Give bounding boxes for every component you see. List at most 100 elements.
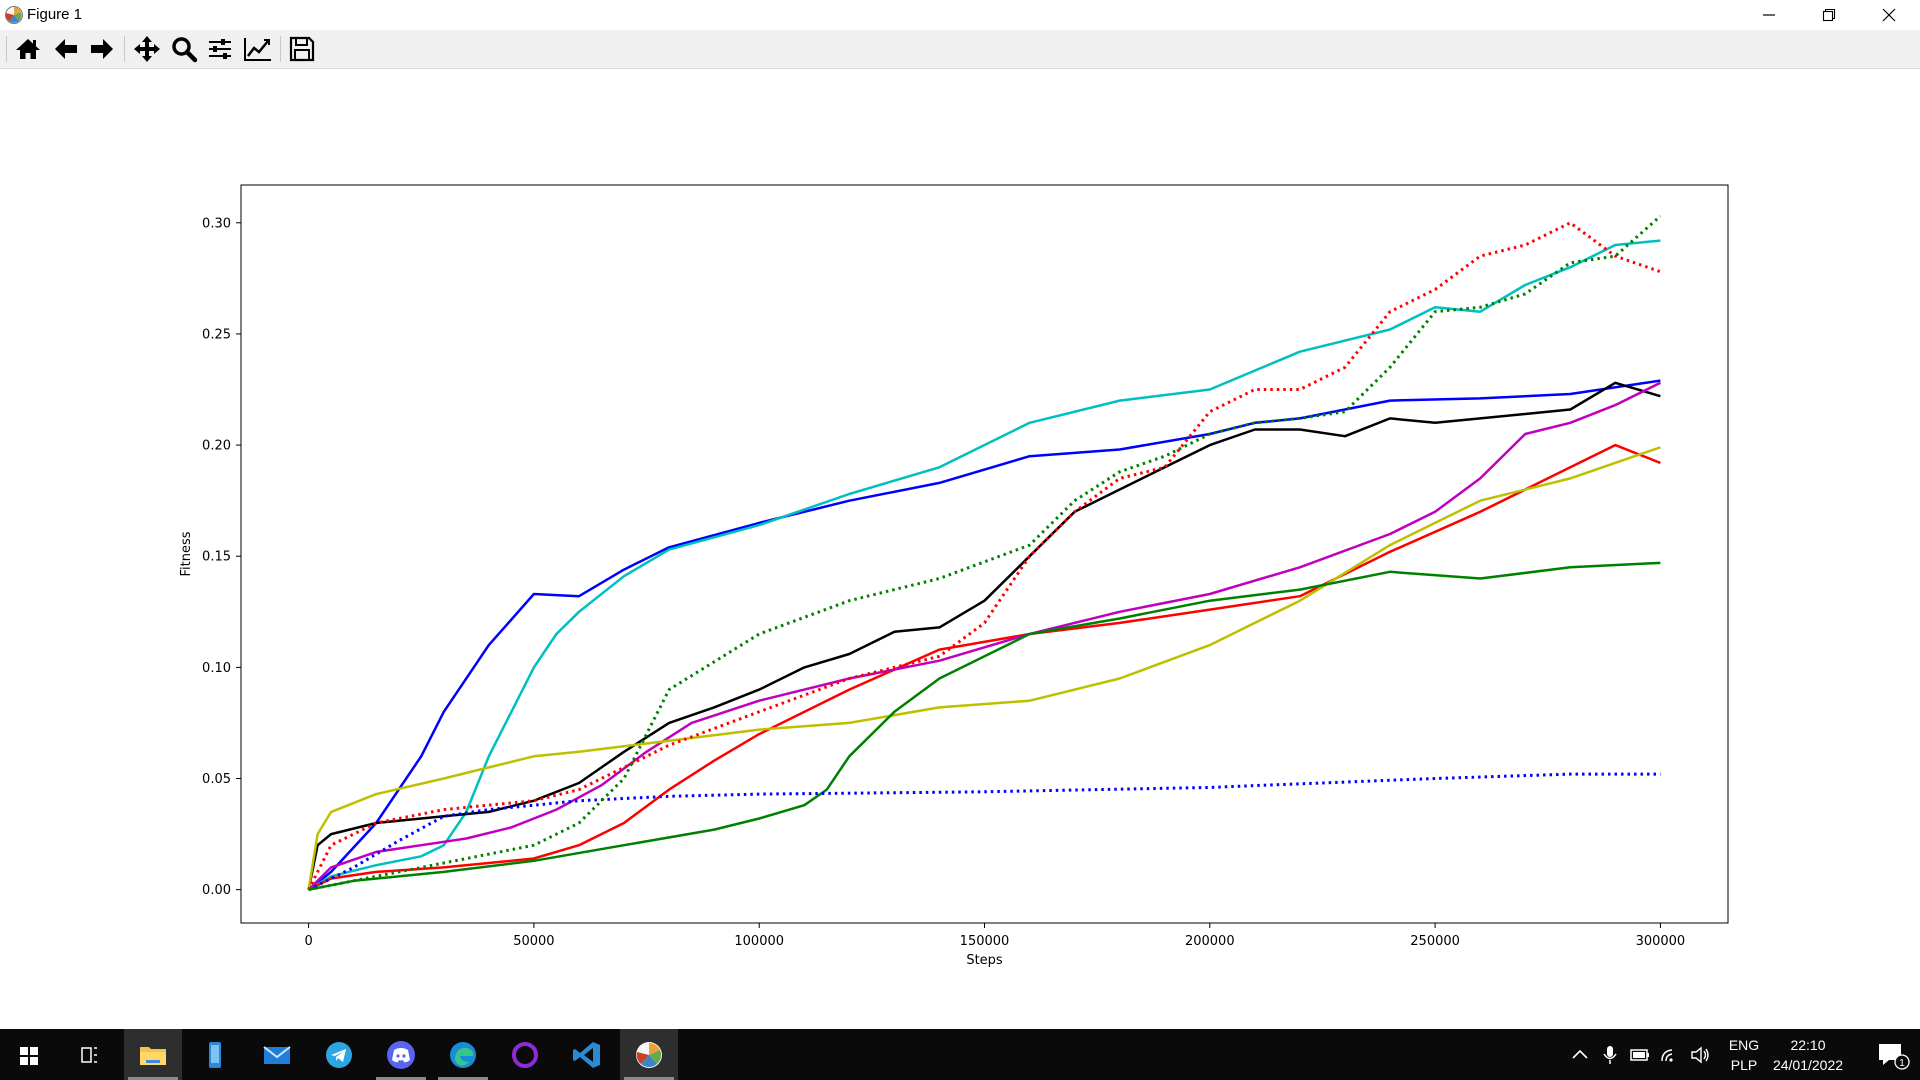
system-clock[interactable]: 22:10 24/01/2022 [1766, 1029, 1850, 1080]
file-explorer-icon [140, 1047, 166, 1065]
taskbar-cortana[interactable] [496, 1029, 554, 1080]
figure-canvas[interactable]: 0 50000 100000 150000 200000 250000 300000 0.00… [0, 69, 1920, 1029]
telegram-icon [326, 1042, 352, 1068]
series-line-5 [307, 381, 1661, 891]
volume-tray[interactable] [1687, 1029, 1713, 1080]
chevron-up-icon [1572, 1049, 1588, 1059]
configure-subplots-button[interactable] [204, 34, 236, 64]
taskbar-telegram[interactable] [310, 1029, 368, 1080]
task-view-button[interactable] [60, 1029, 118, 1080]
series-line-9 [307, 221, 1661, 891]
windows-taskbar: ENG PLP 22:10 24/01/2022 1 [0, 1029, 1920, 1080]
series-line-6 [307, 446, 1661, 890]
clock-date: 24/01/2022 [1772, 1057, 1844, 1073]
wifi-icon [1661, 1049, 1673, 1062]
home-icon [16, 39, 40, 59]
running-indicator [128, 1077, 178, 1080]
phone-app-icon [209, 1042, 221, 1068]
task-view-icon [81, 1047, 97, 1063]
series-line-4 [308, 443, 1661, 891]
x-tick-label: 150000 [960, 934, 1010, 949]
minimize-button[interactable] [1740, 0, 1798, 30]
toolbar-separator [124, 36, 125, 62]
series-line-3 [307, 381, 1661, 890]
x-tick-label: 250000 [1410, 934, 1460, 949]
running-indicator [438, 1077, 488, 1080]
forward-icon [91, 39, 113, 59]
zoom-button[interactable] [168, 34, 200, 64]
y-tick-label: 0.10 [202, 661, 231, 676]
x-tick-label: 50000 [513, 934, 554, 949]
vscode-icon [573, 1042, 600, 1068]
taskbar-discord[interactable] [372, 1029, 430, 1080]
zoom-icon [172, 37, 198, 63]
toolbar-grip [6, 36, 7, 62]
back-icon [55, 39, 77, 59]
taskbar-mail[interactable] [248, 1029, 306, 1080]
close-icon [1882, 8, 1896, 22]
title-bar: Figure 1 [0, 0, 1920, 30]
y-tick-label: 0.00 [202, 883, 231, 898]
edit-axis-icon [244, 38, 271, 61]
pan-button[interactable] [131, 34, 163, 64]
start-button[interactable] [0, 1029, 58, 1080]
back-button[interactable] [50, 34, 82, 64]
series-line-7 [308, 561, 1661, 891]
keyboard-layout: PLP [1730, 1057, 1758, 1073]
y-axis-label: Fitness [179, 531, 194, 576]
windows-start-icon [20, 1047, 38, 1065]
configure-subplots-icon [209, 39, 231, 59]
save-button[interactable] [286, 34, 318, 64]
microphone-tray[interactable] [1597, 1029, 1623, 1080]
restore-icon [1822, 8, 1836, 22]
toolbar-separator [280, 36, 281, 62]
x-axis-label: Steps [966, 953, 1003, 968]
discord-icon [387, 1041, 415, 1069]
pan-icon [134, 36, 160, 62]
series-layer [307, 214, 1662, 892]
edge-icon [450, 1042, 476, 1068]
forward-button[interactable] [86, 34, 118, 64]
series-line-2 [307, 239, 1661, 891]
matplotlib-icon [636, 1042, 662, 1068]
taskbar-vscode[interactable] [558, 1029, 616, 1080]
notification-center-button[interactable]: 1 [1866, 1029, 1920, 1080]
y-tick-label: 0.20 [202, 439, 231, 454]
x-tick-label: 0 [304, 934, 312, 949]
clock-time: 22:10 [1790, 1037, 1826, 1053]
taskbar-edge[interactable] [434, 1029, 492, 1080]
wifi-tray[interactable] [1657, 1029, 1683, 1080]
taskbar-matplotlib[interactable] [620, 1029, 678, 1080]
plot-area: 0 50000 100000 150000 200000 250000 300000 0.00… [179, 184, 1729, 968]
edit-axis-button[interactable] [241, 34, 273, 64]
y-tick-label: 0.15 [202, 550, 231, 565]
battery-icon [1630, 1049, 1649, 1061]
x-tick-label: 100000 [734, 934, 784, 949]
x-tick-label: 200000 [1185, 934, 1235, 949]
ticks-layer: 0 50000 100000 150000 200000 250000 300000 0.00… [202, 216, 1685, 949]
notification-icon: 1 [1879, 1044, 1910, 1070]
navigation-toolbar [0, 30, 1920, 69]
speaker-icon [1691, 1046, 1709, 1064]
window-title: Figure 1 [27, 6, 83, 23]
x-tick-label: 300000 [1636, 934, 1686, 949]
y-tick-label: 0.30 [202, 216, 231, 231]
language-code: ENG [1728, 1037, 1760, 1053]
matplotlib-app-icon [5, 6, 23, 24]
show-hidden-icons-button[interactable] [1567, 1029, 1593, 1080]
series-line-8 [307, 772, 1661, 892]
running-indicator [624, 1077, 674, 1080]
input-language-indicator[interactable]: ENG PLP [1722, 1029, 1766, 1080]
microphone-icon [1603, 1046, 1617, 1064]
y-tick-label: 0.05 [202, 772, 231, 787]
home-button[interactable] [12, 34, 44, 64]
maximize-button[interactable] [1800, 0, 1858, 30]
minimize-icon [1763, 14, 1775, 16]
running-indicator [376, 1077, 426, 1080]
series-line-10 [308, 214, 1662, 892]
close-button[interactable] [1860, 0, 1918, 30]
taskbar-file-explorer[interactable] [124, 1029, 182, 1080]
battery-tray[interactable] [1627, 1029, 1653, 1080]
taskbar-phone-app[interactable] [186, 1029, 244, 1080]
save-icon [289, 36, 315, 62]
